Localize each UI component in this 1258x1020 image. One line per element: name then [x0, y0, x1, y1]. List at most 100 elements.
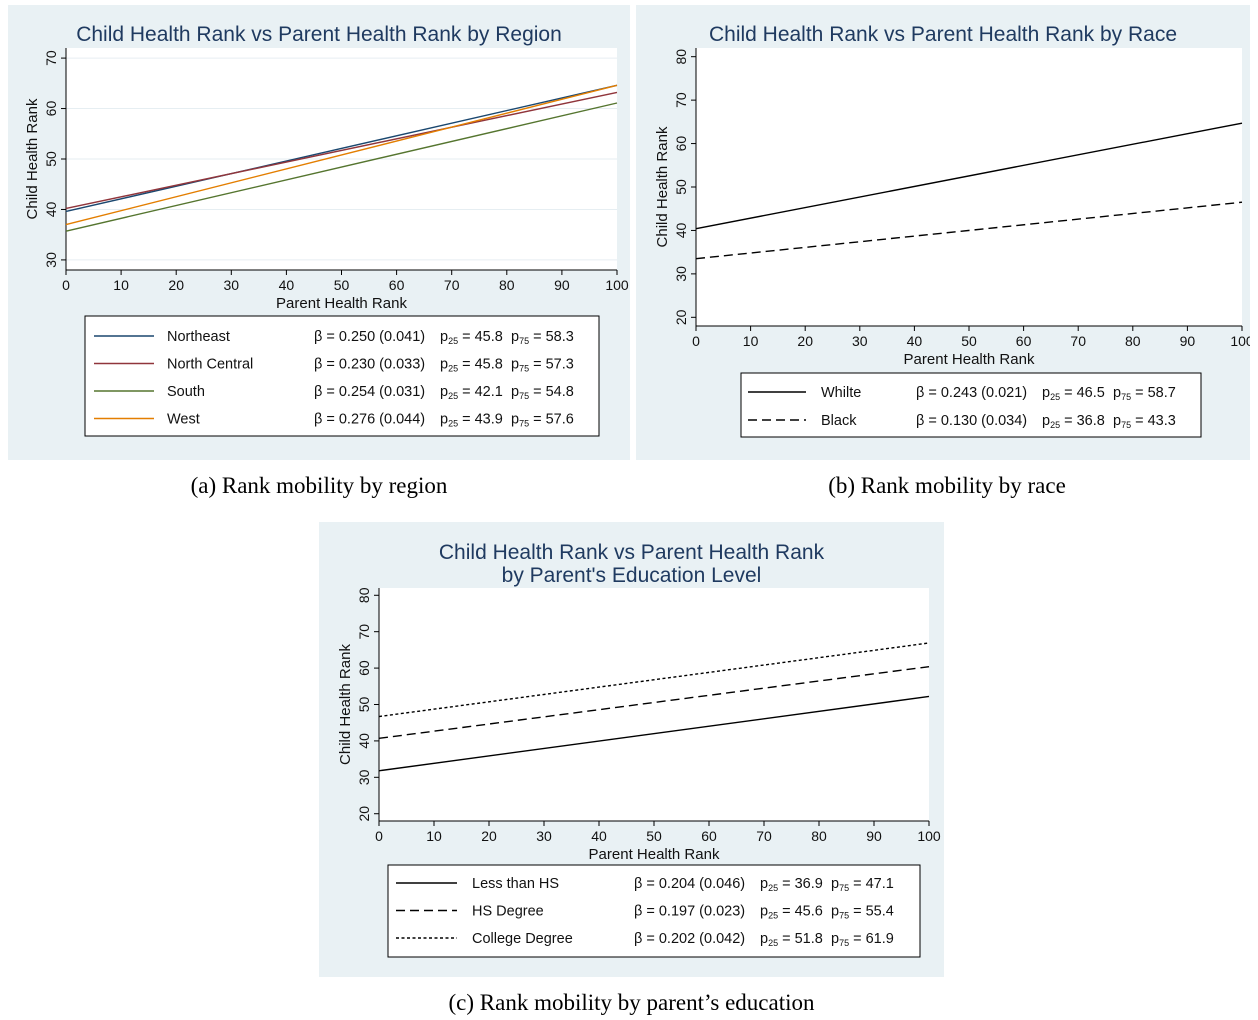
legend-label: South — [167, 384, 205, 400]
legend-p25: p25 = 46.5 — [1042, 385, 1105, 402]
caption-education: (c) Rank mobility by parent’s education — [448, 990, 815, 1015]
legend-p75: p75 = 61.9 — [831, 931, 894, 948]
series-line-south — [65, 102, 618, 232]
x-tick-label: 20 — [481, 828, 497, 844]
x-tick-label: 90 — [866, 828, 882, 844]
chart-title: Child Health Rank vs Parent Health Rank … — [76, 23, 562, 46]
legend-p25: p25 = 36.8 — [1042, 413, 1105, 430]
legend-beta: β = 0.276 (0.044) — [314, 412, 425, 428]
y-tick-label: 30 — [356, 769, 372, 785]
y-tick-label: 30 — [673, 266, 689, 282]
x-axis-title: Parent Health Rank — [904, 351, 1035, 368]
y-tick-label: 40 — [356, 733, 372, 749]
legend-p75: p75 = 47.1 — [831, 876, 894, 893]
y-axis-title: Child Health Rank — [24, 98, 41, 219]
y-tick-label: 80 — [673, 49, 689, 65]
legend-p75: p75 = 54.8 — [511, 384, 574, 401]
legend-beta: β = 0.197 (0.023) — [634, 904, 745, 920]
y-tick-label: 20 — [356, 806, 372, 822]
y-tick-label: 70 — [43, 50, 59, 66]
x-tick-label: 70 — [1070, 333, 1086, 349]
legend-beta: β = 0.202 (0.042) — [634, 931, 745, 947]
legend-beta: β = 0.230 (0.033) — [314, 357, 425, 373]
legend-label: HS Degree — [472, 904, 544, 920]
y-tick-label: 60 — [43, 101, 59, 117]
x-tick-label: 30 — [536, 828, 552, 844]
chart-region-svg: Child Health Rank vs Parent Health Rank … — [24, 23, 629, 437]
x-tick-label: 10 — [426, 828, 442, 844]
x-tick-label: 40 — [279, 277, 295, 293]
legend-label: North Central — [167, 357, 253, 373]
y-tick-label: 50 — [43, 151, 59, 167]
series-line-less-than-hs — [378, 695, 930, 772]
legend-beta: β = 0.250 (0.041) — [314, 329, 425, 345]
x-tick-label: 50 — [646, 828, 662, 844]
plot-area — [379, 588, 929, 821]
legend-p75: p75 = 58.3 — [511, 329, 574, 346]
x-tick-label: 80 — [499, 277, 515, 293]
x-tick-label: 10 — [113, 277, 129, 293]
legend-p25: p25 = 51.8 — [760, 931, 823, 948]
x-tick-label: 40 — [907, 333, 923, 349]
x-tick-label: 80 — [811, 828, 827, 844]
x-tick-label: 0 — [62, 277, 70, 293]
series-line-whilte — [695, 122, 1243, 230]
legend-label: Less than HS — [472, 876, 559, 892]
chart-title: Child Health Rank vs Parent Health Rank — [439, 541, 825, 564]
y-tick-label: 50 — [356, 697, 372, 713]
y-tick-label: 60 — [673, 136, 689, 152]
y-tick-label: 40 — [43, 201, 59, 217]
chart-title: Child Health Rank vs Parent Health Rank … — [709, 23, 1177, 46]
legend-beta: β = 0.204 (0.046) — [634, 876, 745, 892]
series-line-north-central — [65, 91, 618, 210]
plot-area — [696, 48, 1242, 326]
legend-p25: p25 = 42.1 — [440, 384, 503, 401]
legend-label: College Degree — [472, 931, 573, 947]
chart-panel-region: Child Health Rank vs Parent Health Rank … — [8, 5, 630, 460]
x-axis-title: Parent Health Rank — [589, 846, 720, 863]
legend-label: West — [167, 412, 200, 428]
x-tick-label: 100 — [917, 828, 941, 844]
caption-race: (b) Rank mobility by race — [828, 473, 1066, 498]
x-tick-label: 20 — [797, 333, 813, 349]
legend-p25: p25 = 45.6 — [760, 904, 823, 921]
legend-beta: β = 0.130 (0.034) — [916, 413, 1027, 429]
series-line-black — [695, 201, 1243, 260]
y-tick-label: 40 — [673, 222, 689, 238]
x-tick-label: 80 — [1125, 333, 1141, 349]
x-tick-label: 30 — [224, 277, 240, 293]
x-tick-label: 30 — [852, 333, 868, 349]
x-tick-label: 60 — [389, 277, 405, 293]
legend-p75: p75 = 43.3 — [1113, 413, 1176, 430]
legend-box — [387, 864, 921, 958]
x-tick-label: 0 — [375, 828, 383, 844]
x-tick-label: 90 — [554, 277, 570, 293]
y-tick-label: 20 — [673, 309, 689, 325]
x-tick-label: 70 — [756, 828, 772, 844]
x-tick-label: 100 — [1230, 333, 1250, 349]
legend-box — [740, 372, 1202, 438]
series-line-hs-degree — [378, 665, 930, 740]
chart-panel-education: Child Health Rank vs Parent Health Rank b… — [319, 522, 944, 977]
y-tick-label: 70 — [356, 624, 372, 640]
chart-panel-race: Child Health Rank vs Parent Health Rank … — [636, 5, 1250, 460]
chart-title: by Parent's Education Level — [502, 564, 762, 587]
legend-p75: p75 = 58.7 — [1113, 385, 1176, 402]
y-tick-label: 60 — [356, 660, 372, 676]
caption-region: (a) Rank mobility by region — [190, 473, 448, 498]
x-tick-label: 50 — [334, 277, 350, 293]
x-tick-label: 60 — [1016, 333, 1032, 349]
legend-p75: p75 = 57.3 — [511, 357, 574, 374]
x-axis-title: Parent Health Rank — [276, 295, 407, 312]
x-tick-label: 100 — [605, 277, 629, 293]
x-tick-label: 10 — [743, 333, 759, 349]
chart-race-svg: Child Health Rank vs Parent Health Rank … — [654, 23, 1250, 438]
legend-p25: p25 = 36.9 — [760, 876, 823, 893]
y-tick-label: 80 — [356, 587, 372, 603]
legend-label: Whilte — [821, 385, 861, 401]
x-tick-label: 50 — [961, 333, 977, 349]
legend-label: Northeast — [167, 329, 230, 345]
x-tick-label: 20 — [168, 277, 184, 293]
x-tick-label: 0 — [692, 333, 700, 349]
series-line-west — [65, 84, 618, 226]
